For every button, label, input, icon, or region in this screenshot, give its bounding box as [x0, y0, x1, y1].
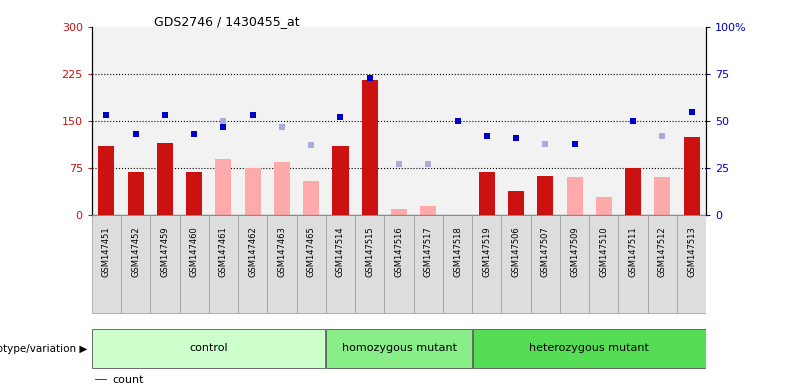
Bar: [93, 329, 326, 368]
Bar: [150, 215, 180, 313]
Bar: [589, 27, 618, 215]
Bar: [267, 27, 297, 215]
Bar: [121, 215, 150, 313]
Bar: [128, 172, 144, 215]
Text: count: count: [112, 374, 144, 384]
Bar: [297, 27, 326, 215]
Text: GSM147519: GSM147519: [482, 226, 492, 277]
Bar: [413, 27, 443, 215]
Text: GSM147514: GSM147514: [336, 226, 345, 277]
Bar: [413, 215, 443, 313]
Bar: [209, 215, 238, 313]
Bar: [537, 175, 553, 215]
Text: GSM147465: GSM147465: [306, 226, 316, 277]
Bar: [361, 80, 377, 215]
Bar: [326, 215, 355, 313]
Bar: [443, 215, 472, 313]
Bar: [98, 146, 114, 215]
Bar: [157, 143, 173, 215]
Text: homozygous mutant: homozygous mutant: [342, 343, 456, 353]
Bar: [121, 27, 150, 215]
Bar: [472, 215, 501, 313]
Bar: [501, 215, 531, 313]
Bar: [618, 215, 648, 313]
Text: GSM147452: GSM147452: [131, 226, 140, 277]
Bar: [92, 215, 121, 313]
Bar: [209, 27, 238, 215]
Bar: [472, 329, 705, 368]
Text: GSM147509: GSM147509: [570, 226, 579, 277]
Text: GSM147510: GSM147510: [599, 226, 608, 277]
Bar: [560, 215, 589, 313]
Bar: [648, 27, 677, 215]
Text: GSM147451: GSM147451: [102, 226, 111, 277]
Bar: [385, 215, 413, 313]
Bar: [150, 27, 180, 215]
Bar: [326, 329, 472, 368]
Bar: [95, 379, 107, 380]
Bar: [618, 27, 648, 215]
Bar: [531, 27, 560, 215]
Text: GSM147507: GSM147507: [541, 226, 550, 277]
Bar: [238, 27, 267, 215]
Text: GSM147515: GSM147515: [365, 226, 374, 277]
Bar: [560, 27, 589, 215]
Bar: [625, 168, 641, 215]
Text: GSM147459: GSM147459: [160, 226, 169, 277]
Bar: [501, 27, 531, 215]
Bar: [479, 172, 495, 215]
Text: genotype/variation ▶: genotype/variation ▶: [0, 344, 88, 354]
Bar: [186, 172, 202, 215]
Text: GSM147506: GSM147506: [512, 226, 520, 277]
Bar: [297, 215, 326, 313]
Bar: [215, 159, 231, 215]
Bar: [596, 197, 612, 215]
Bar: [355, 215, 385, 313]
Bar: [677, 215, 706, 313]
Text: GSM147517: GSM147517: [424, 226, 433, 277]
Bar: [684, 137, 700, 215]
Bar: [391, 209, 407, 215]
Text: GSM147511: GSM147511: [629, 226, 638, 277]
Text: GSM147460: GSM147460: [190, 226, 199, 277]
Bar: [677, 27, 706, 215]
Bar: [245, 168, 261, 215]
Bar: [333, 146, 349, 215]
Bar: [355, 27, 385, 215]
Bar: [274, 162, 290, 215]
Bar: [267, 215, 297, 313]
Text: GSM147512: GSM147512: [658, 226, 667, 277]
Text: control: control: [189, 343, 228, 353]
Text: GSM147518: GSM147518: [453, 226, 462, 277]
Bar: [443, 27, 472, 215]
Text: GSM147513: GSM147513: [687, 226, 696, 277]
Bar: [589, 215, 618, 313]
Bar: [508, 191, 524, 215]
Bar: [421, 206, 437, 215]
Bar: [654, 177, 670, 215]
Text: GSM147516: GSM147516: [394, 226, 404, 277]
Text: GDS2746 / 1430455_at: GDS2746 / 1430455_at: [154, 15, 300, 28]
Text: GSM147463: GSM147463: [278, 226, 286, 277]
Text: GSM147461: GSM147461: [219, 226, 228, 277]
Bar: [326, 27, 355, 215]
Bar: [385, 27, 413, 215]
Bar: [180, 215, 209, 313]
Bar: [274, 168, 290, 215]
Bar: [238, 215, 267, 313]
Bar: [180, 27, 209, 215]
Bar: [472, 27, 501, 215]
Text: GSM147462: GSM147462: [248, 226, 257, 277]
Bar: [92, 27, 121, 215]
Bar: [648, 215, 677, 313]
Text: heterozygous mutant: heterozygous mutant: [529, 343, 649, 353]
Bar: [303, 180, 319, 215]
Bar: [531, 215, 560, 313]
Bar: [567, 177, 583, 215]
